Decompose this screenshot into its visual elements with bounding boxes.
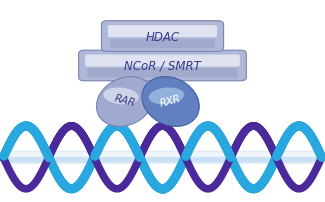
- Text: HDAC: HDAC: [146, 30, 179, 43]
- FancyBboxPatch shape: [5, 151, 320, 164]
- Text: RXR: RXR: [159, 93, 182, 108]
- FancyBboxPatch shape: [101, 22, 224, 52]
- FancyBboxPatch shape: [5, 154, 320, 162]
- Text: NCoR / SMRT: NCoR / SMRT: [124, 60, 201, 73]
- FancyBboxPatch shape: [87, 69, 238, 78]
- FancyBboxPatch shape: [85, 55, 240, 67]
- FancyBboxPatch shape: [110, 40, 215, 49]
- FancyBboxPatch shape: [9, 152, 316, 157]
- Ellipse shape: [142, 77, 199, 127]
- FancyBboxPatch shape: [5, 152, 320, 163]
- Text: RAR: RAR: [113, 93, 137, 108]
- FancyBboxPatch shape: [108, 26, 217, 38]
- FancyBboxPatch shape: [79, 51, 246, 81]
- Ellipse shape: [97, 77, 154, 127]
- Ellipse shape: [149, 88, 184, 105]
- Ellipse shape: [103, 88, 139, 105]
